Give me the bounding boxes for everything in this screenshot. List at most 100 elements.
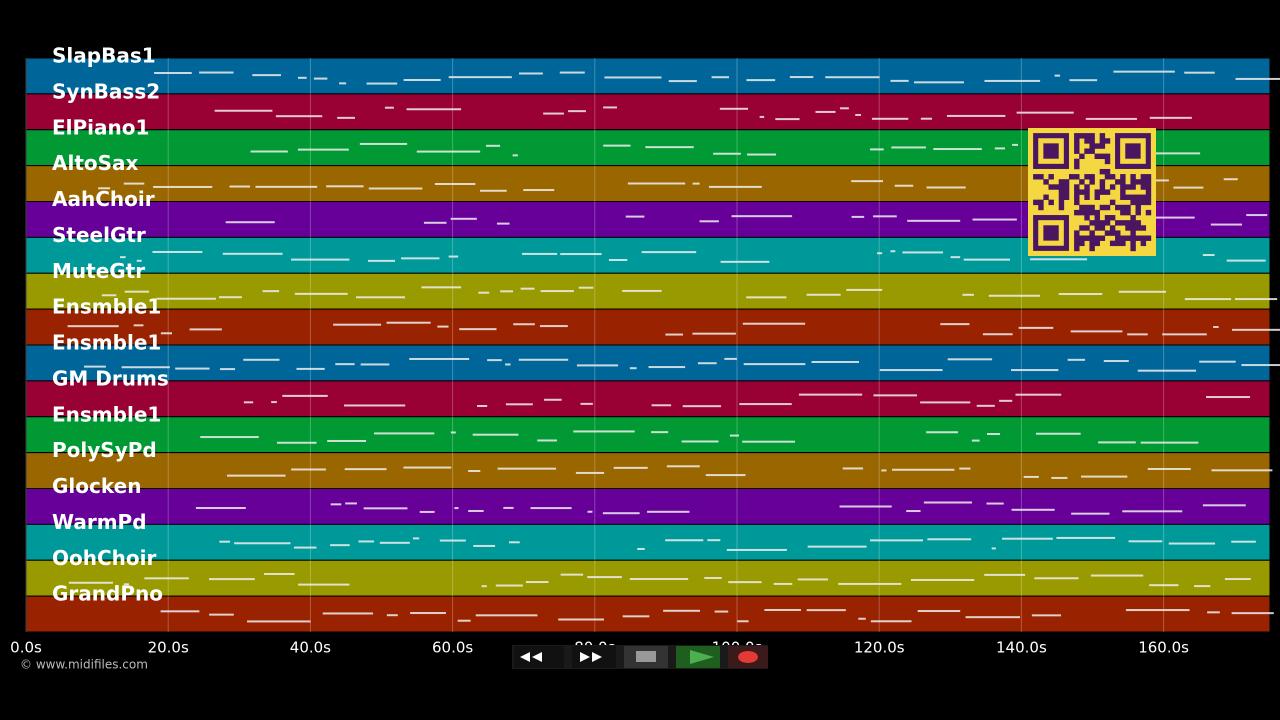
qr-module (1104, 138, 1111, 144)
note (708, 185, 762, 188)
qr-module (1130, 184, 1136, 190)
qr-module (1094, 215, 1100, 221)
qr-module (1074, 235, 1080, 241)
note (472, 433, 519, 436)
note (478, 291, 490, 294)
note (416, 150, 481, 153)
note (746, 79, 776, 82)
note (1103, 360, 1129, 363)
note (160, 332, 173, 335)
qr-module (1099, 143, 1106, 149)
qr-module (1115, 240, 1121, 247)
note (580, 402, 593, 405)
note (1226, 259, 1266, 262)
note (573, 430, 635, 433)
note (291, 468, 326, 471)
note (175, 367, 210, 370)
note (525, 581, 549, 584)
note (480, 189, 507, 192)
note (873, 394, 917, 397)
qr-module (1084, 204, 1090, 211)
rewind-button[interactable] (514, 646, 564, 668)
icon (580, 652, 590, 662)
note (485, 144, 501, 147)
qr-module (1099, 235, 1106, 241)
qr-module (1089, 230, 1095, 236)
note (842, 467, 864, 470)
note (576, 364, 619, 367)
note (923, 501, 973, 504)
track-row (25, 452, 1271, 489)
note (604, 76, 662, 79)
qr-module (1089, 245, 1095, 252)
note (773, 582, 793, 585)
note (133, 324, 144, 327)
note (386, 614, 398, 617)
note (858, 617, 866, 620)
icon (636, 651, 656, 662)
track-label: SynBass2 (52, 79, 160, 103)
note (339, 82, 347, 85)
track-row (25, 523, 1271, 561)
qr-module (1038, 199, 1044, 206)
qr-module (1074, 148, 1080, 154)
note (282, 394, 328, 397)
note (503, 506, 514, 509)
qr-module (1120, 235, 1126, 241)
note (873, 215, 897, 218)
qr-module (1130, 235, 1136, 241)
note (468, 509, 484, 512)
note (1184, 298, 1232, 301)
note (454, 507, 459, 510)
note (262, 290, 280, 293)
note (647, 510, 690, 513)
note (587, 510, 593, 513)
qr-module (1140, 194, 1147, 200)
note (544, 398, 562, 401)
note (330, 544, 350, 547)
note (243, 358, 280, 361)
note (495, 584, 523, 587)
play-button[interactable] (676, 646, 720, 668)
note (920, 401, 971, 404)
track-label: MuteGtr (52, 259, 145, 283)
note (1011, 369, 1059, 372)
qr-module (1079, 179, 1085, 185)
record-button[interactable] (728, 646, 768, 668)
note (759, 115, 765, 118)
qr-module (1104, 230, 1111, 236)
note (846, 288, 883, 291)
qr-module (1058, 189, 1065, 195)
note (629, 367, 637, 370)
qr-module (1120, 189, 1126, 195)
track-label: WarmPd (52, 510, 147, 534)
qr-module (1038, 174, 1044, 180)
qr-module (1084, 189, 1090, 195)
qr-module (1109, 225, 1116, 231)
note (521, 252, 558, 255)
qr-module (1135, 209, 1141, 216)
qr-module (1140, 199, 1147, 206)
note (1118, 290, 1167, 293)
qr-module (1140, 240, 1147, 247)
note (335, 363, 355, 366)
qr-module (1048, 199, 1054, 206)
qr-module (1109, 184, 1116, 190)
note (448, 76, 512, 79)
note (575, 471, 605, 474)
note (890, 79, 909, 82)
forward-button[interactable] (572, 646, 616, 668)
note (512, 154, 518, 157)
note (199, 71, 234, 74)
qr-module (1053, 184, 1060, 190)
note (1140, 441, 1199, 444)
time-label: 40.0s (290, 639, 331, 657)
note (1147, 467, 1191, 470)
note (326, 185, 364, 188)
note (473, 544, 496, 547)
qr-module (1089, 240, 1095, 247)
note (255, 185, 318, 188)
stop-button[interactable] (624, 646, 668, 668)
note (519, 72, 543, 75)
note (1016, 111, 1074, 114)
